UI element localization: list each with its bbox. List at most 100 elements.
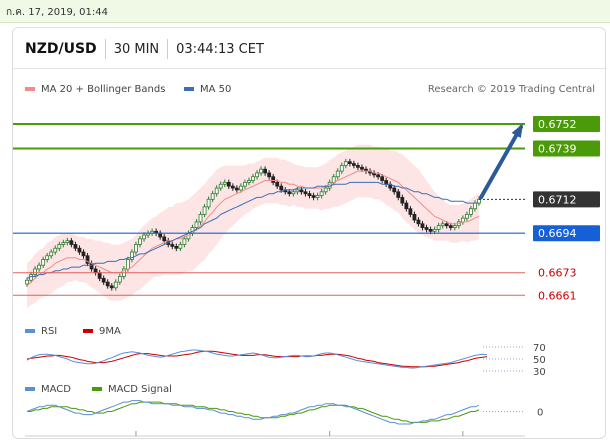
- candle-body: [424, 227, 429, 230]
- pair-title: NZD/USD: [25, 41, 97, 57]
- rsi-ma-legend-swatch: [83, 329, 93, 333]
- candle-body: [81, 251, 86, 257]
- candle-body: [400, 197, 405, 204]
- candle-body: [206, 198, 211, 208]
- candle-body: [452, 225, 457, 228]
- candle-body: [65, 240, 70, 244]
- ma20-legend-label: MA 20 + Bollinger Bands: [41, 84, 165, 95]
- level-label: 0.6673: [538, 267, 577, 280]
- candle-body: [307, 193, 312, 196]
- candle-body: [356, 165, 360, 168]
- candle-body: [279, 185, 284, 191]
- macd-level-label: 0: [537, 408, 543, 419]
- candle-body: [477, 198, 481, 204]
- candle-body: [343, 161, 348, 166]
- candle-body: [460, 217, 465, 223]
- candle-body: [138, 238, 142, 245]
- level-label: 0.6694: [538, 227, 577, 240]
- macd-pane: 0: [26, 400, 543, 425]
- ma20-line: [26, 170, 480, 287]
- rsi-level-label: 30: [533, 367, 546, 378]
- candle-body: [473, 202, 477, 210]
- ma20-legend-swatch: [25, 87, 35, 91]
- header-rule: [13, 68, 605, 69]
- level-label: 0.6661: [538, 289, 577, 302]
- rsi-line: [26, 349, 488, 369]
- candle-body: [420, 223, 425, 228]
- candle-body: [255, 172, 259, 178]
- candle-body: [360, 166, 364, 170]
- candle-body: [45, 255, 50, 260]
- candle-body: [416, 219, 421, 225]
- candle-body: [251, 176, 255, 181]
- candle-body: [469, 208, 473, 215]
- candle-body: [376, 174, 381, 178]
- candle-body: [319, 191, 324, 196]
- level-tag: [533, 191, 600, 208]
- candle-body: [214, 187, 219, 195]
- candle-body: [440, 223, 445, 227]
- bollinger-band: [27, 144, 479, 309]
- candle-body: [33, 268, 37, 275]
- candle-body: [61, 242, 66, 245]
- candle-body: [323, 187, 328, 193]
- candle-body: [436, 225, 441, 230]
- candle-body: [303, 191, 308, 195]
- datetime-stamp: ก.ค. 17, 2019, 01:44: [6, 7, 108, 18]
- candle-body: [73, 244, 78, 249]
- forecast-arrowhead: [511, 123, 523, 139]
- candle-body: [428, 229, 433, 232]
- level-label: 0.6752: [538, 118, 577, 131]
- candle-body: [243, 181, 247, 187]
- ma50-line: [26, 181, 479, 279]
- level-label: 0.6712: [538, 193, 577, 206]
- candle-body: [226, 181, 231, 187]
- candle-body: [142, 234, 146, 240]
- candle-body: [41, 259, 46, 266]
- candle-body: [448, 225, 453, 228]
- price-pane: [25, 144, 481, 309]
- macd-signal-legend-label: MACD Signal: [108, 384, 172, 395]
- candle-body: [384, 180, 389, 185]
- candle-body: [339, 165, 344, 172]
- candle-body: [287, 191, 292, 195]
- level-tag: [533, 140, 600, 157]
- rsi-level-label: 50: [533, 355, 546, 366]
- level-tag: [533, 116, 600, 133]
- macd-signal-legend-swatch: [92, 387, 102, 391]
- macd-legend-label: MACD: [41, 384, 71, 395]
- candle-body: [130, 251, 134, 260]
- candle-body: [218, 183, 223, 189]
- timeframe-label[interactable]: 30 MIN: [113, 41, 160, 57]
- candle-body: [432, 229, 437, 232]
- candle-body: [396, 191, 401, 198]
- candle-body: [210, 193, 215, 200]
- candle-body: [380, 176, 385, 181]
- candle-body: [404, 202, 409, 210]
- candle-body: [351, 163, 356, 166]
- rsi-ma-line: [26, 350, 488, 368]
- candle-body: [259, 168, 263, 174]
- candle-body: [222, 181, 227, 185]
- candle-body: [295, 189, 300, 193]
- rsi-ma-legend-label: 9MA: [99, 326, 121, 337]
- candle-body: [392, 187, 397, 193]
- rsi-legend-label: RSI: [41, 326, 57, 337]
- candle-body: [408, 208, 413, 215]
- candle-body: [230, 185, 235, 189]
- candle-body: [69, 240, 74, 245]
- candle-body: [275, 181, 280, 187]
- candle-body: [170, 244, 175, 247]
- candle-body: [37, 264, 42, 270]
- forecast-arrow: [479, 125, 523, 200]
- candle-body: [49, 251, 54, 257]
- candle-body: [347, 161, 352, 164]
- candle-body: [444, 223, 449, 227]
- divider: [104, 39, 106, 59]
- candle-body: [247, 180, 251, 183]
- candle-body: [105, 281, 110, 287]
- divider: [167, 39, 169, 59]
- candle-body: [291, 191, 296, 195]
- candle-body: [198, 213, 203, 223]
